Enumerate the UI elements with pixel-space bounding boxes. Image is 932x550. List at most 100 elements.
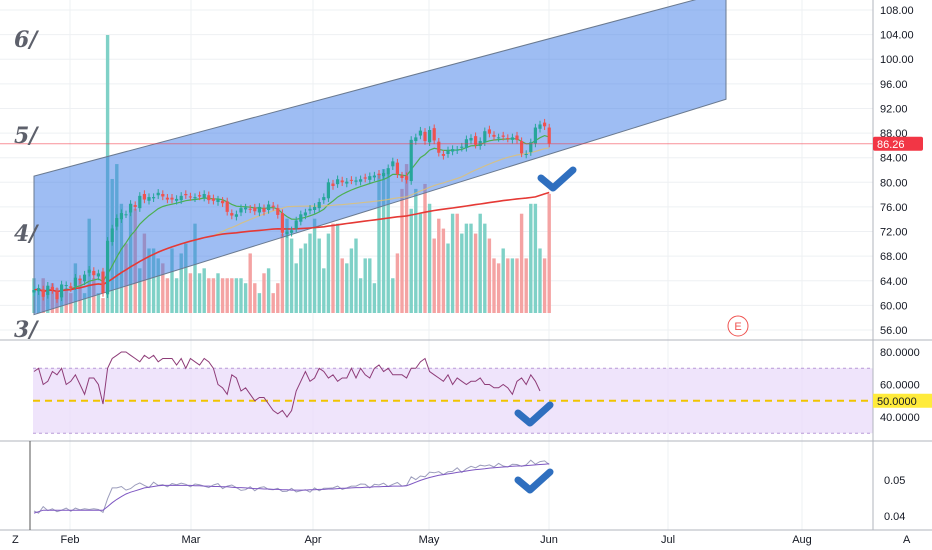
volume-bar <box>225 278 229 313</box>
candle-body <box>244 207 248 210</box>
volume-bar <box>101 298 105 313</box>
candle-body <box>119 213 123 220</box>
price-axis[interactable]: 108.00104.00100.0096.0092.0088.0084.0080… <box>880 5 914 337</box>
volume-bar <box>202 268 206 313</box>
volume-bar <box>170 248 174 313</box>
volume-bar <box>478 213 482 313</box>
candle-body <box>474 136 478 145</box>
volume-bar <box>423 183 427 313</box>
volume-bar <box>345 263 349 313</box>
time-tick-label: Feb <box>61 534 80 546</box>
volume-bar <box>506 258 510 313</box>
candle-body <box>391 161 395 167</box>
timezone-button[interactable]: Z <box>12 534 19 546</box>
price-pane[interactable]: 6/5/4/3/ E <box>0 0 873 343</box>
volume-bar <box>285 218 289 313</box>
candle-body <box>83 274 87 282</box>
regression-channel[interactable] <box>33 0 727 316</box>
price-tick-label: 84.00 <box>880 153 908 165</box>
candle-body <box>87 269 91 273</box>
volume-bar <box>220 278 225 313</box>
volume-bar <box>524 258 528 313</box>
volume-bar <box>312 218 317 313</box>
time-tick-label: Apr <box>304 534 321 546</box>
volume-bar <box>515 258 519 313</box>
candle-body <box>414 137 418 142</box>
candle-body <box>262 208 266 212</box>
indicator-axis[interactable]: 0.05 0.04 <box>884 475 905 523</box>
candle-body <box>50 286 54 290</box>
volume-bar <box>538 248 542 313</box>
candle-body <box>451 149 455 152</box>
time-tick-label: May <box>419 534 440 546</box>
volume-bar <box>211 278 216 313</box>
candle-body <box>165 197 169 200</box>
candle-body <box>492 134 496 137</box>
candle-body <box>418 130 422 136</box>
candle-body <box>115 218 119 227</box>
volume-bar <box>427 203 432 313</box>
price-tick-label: 96.00 <box>880 79 908 91</box>
volume-bar <box>197 273 202 313</box>
volume-bar <box>437 218 441 313</box>
candle-body <box>248 208 252 210</box>
candle-body <box>133 205 137 207</box>
candle-body <box>501 135 505 137</box>
auto-scale-button[interactable]: A <box>903 534 911 546</box>
left-scale-label: 4/ <box>14 221 39 247</box>
rsi-line <box>33 351 541 418</box>
candle-body <box>32 290 36 293</box>
candle-body <box>147 197 151 201</box>
candle-body <box>510 137 514 140</box>
rsi-tick-label: 40.0000 <box>880 412 920 424</box>
rsi-axis[interactable]: 80.0000 60.0000 40.0000 <box>880 347 920 424</box>
volume-bar <box>492 258 496 313</box>
moving-average-line <box>33 134 550 293</box>
candle-body <box>520 141 524 154</box>
volume-bar <box>308 233 312 313</box>
volume-bar <box>193 223 197 313</box>
volume-bar <box>446 243 450 313</box>
candle-body <box>110 228 114 242</box>
volume-bar <box>381 169 386 313</box>
volume-bar <box>372 283 377 313</box>
volume-bar <box>335 223 340 313</box>
volume-bar <box>230 278 234 313</box>
volume-bar <box>432 238 436 313</box>
indicator-tick-label: 0.05 <box>884 475 905 487</box>
candle-body <box>207 195 211 201</box>
price-tick-label: 64.00 <box>880 276 908 288</box>
price-tick-label: 60.00 <box>880 300 908 312</box>
candlesticks <box>32 118 551 303</box>
volume-bar <box>253 283 257 313</box>
volume-bar <box>294 263 298 313</box>
earnings-marker[interactable]: E <box>727 315 749 337</box>
candle-body <box>225 201 229 212</box>
candle-body <box>142 194 146 200</box>
volume-bar <box>483 223 487 313</box>
volume-bar <box>473 233 478 313</box>
volume-bar <box>496 263 501 313</box>
volume-bar <box>529 203 533 313</box>
price-tick-label: 100.00 <box>880 54 914 66</box>
volume-bar <box>174 278 179 313</box>
candle-body <box>69 286 73 289</box>
volume-bar <box>414 188 418 313</box>
candle-body <box>280 213 284 233</box>
time-axis[interactable]: Feb Mar Apr May Jun Jul Aug <box>61 534 812 546</box>
price-tick-label: 56.00 <box>880 325 908 337</box>
last-price-tag: 86.26 <box>873 136 923 151</box>
rsi-pane[interactable] <box>33 351 873 434</box>
candle-body <box>92 270 96 276</box>
candle-body <box>276 208 280 215</box>
candle-body <box>37 288 41 292</box>
candle-body <box>60 284 64 298</box>
volume-bar <box>289 238 294 313</box>
candle-body <box>299 214 303 222</box>
candle-body <box>294 220 298 229</box>
volume-bar <box>138 268 142 313</box>
indicator-pane[interactable] <box>33 459 550 514</box>
time-tick-label: Mar <box>182 534 201 546</box>
candle-body <box>455 149 459 151</box>
candle-body <box>386 168 390 175</box>
